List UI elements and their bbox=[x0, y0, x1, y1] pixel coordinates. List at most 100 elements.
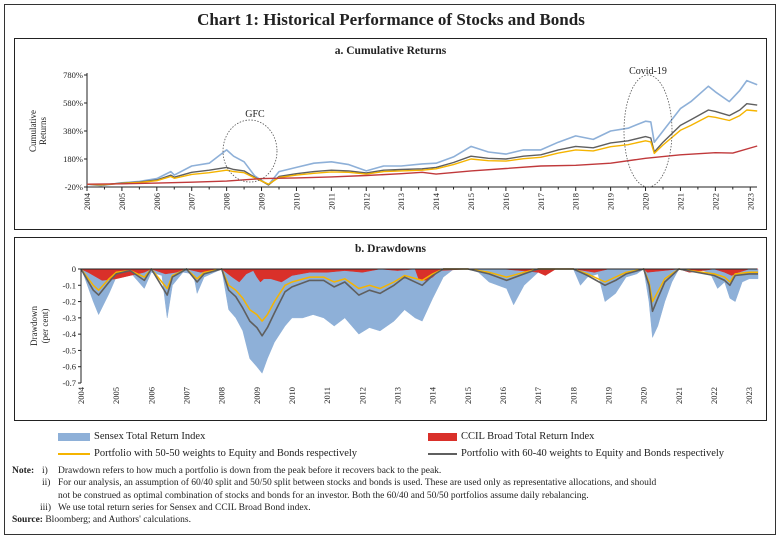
source-row: Source: Bloomberg; and Authors' calculat… bbox=[12, 514, 772, 526]
legend-item-sensex: Sensex Total Return Index bbox=[58, 431, 205, 442]
x-tick-label-b: 2019 bbox=[604, 387, 614, 404]
chart-frame bbox=[4, 4, 776, 535]
x-tick-label-b: 2014 bbox=[428, 386, 438, 404]
note-text: not be construed as optimal combination … bbox=[58, 490, 589, 501]
y-tick-label-b: -0.2 bbox=[63, 297, 76, 307]
note-row-1: Note: i) Drawdown refers to how much a p… bbox=[12, 465, 772, 477]
source-label: Source: bbox=[12, 515, 43, 526]
x-tick-label-b: 2022 bbox=[709, 387, 719, 404]
x-tick-label-a: 2006 bbox=[152, 193, 162, 210]
legend-swatch-p5050 bbox=[58, 452, 90, 455]
note-label: Note: bbox=[12, 466, 35, 476]
x-tick-label-b: 2004 bbox=[76, 386, 86, 404]
notes: Note: i) Drawdown refers to how much a p… bbox=[12, 465, 772, 526]
x-tick-label-a: 2018 bbox=[571, 193, 581, 210]
source-text: Bloomberg; and Authors' calculations. bbox=[45, 515, 191, 526]
x-tick-label-b: 2009 bbox=[252, 387, 262, 404]
note-text: For our analysis, an assumption of 60/40… bbox=[58, 478, 657, 489]
x-tick-label-a: 2013 bbox=[396, 193, 406, 210]
y-axis-label-a: Cumulative bbox=[28, 110, 38, 152]
x-tick-label-a: 2007 bbox=[187, 193, 197, 210]
chart-title: Chart 1: Historical Performance of Stock… bbox=[197, 10, 585, 29]
y-tick-label-b: -0.6 bbox=[63, 362, 76, 372]
note-num: ii) bbox=[42, 478, 51, 489]
x-tick-label-b: 2005 bbox=[111, 387, 121, 404]
x-tick-label-b: 2010 bbox=[287, 387, 297, 404]
x-tick-label-a: 2004 bbox=[82, 192, 92, 210]
x-tick-label-a: 2009 bbox=[257, 193, 267, 210]
legend-swatch-p6040 bbox=[428, 452, 457, 455]
y-axis-label-b: (per cent) bbox=[40, 309, 50, 344]
note-num: iii) bbox=[40, 502, 52, 513]
y-tick-label-a: -20% bbox=[65, 182, 83, 192]
x-tick-label-a: 2021 bbox=[675, 193, 685, 210]
y-tick-label-a: 580% bbox=[63, 98, 83, 108]
x-tick-label-a: 2008 bbox=[222, 193, 232, 210]
x-tick-label-a: 2020 bbox=[641, 193, 651, 210]
note-row-3: not be construed as optimal combination … bbox=[12, 490, 772, 502]
x-tick-label-b: 2018 bbox=[568, 387, 578, 404]
panel-a-title: a. Cumulative Returns bbox=[334, 45, 447, 57]
x-tick-label-a: 2017 bbox=[536, 193, 546, 210]
x-tick-label-a: 2012 bbox=[361, 193, 371, 210]
y-tick-label-a: 180% bbox=[63, 154, 83, 164]
y-tick-label-b: -0.1 bbox=[63, 280, 76, 290]
panel-b-title: b. Drawdowns bbox=[355, 243, 426, 255]
x-tick-label-a: 2010 bbox=[291, 193, 301, 210]
x-tick-label-a: 2011 bbox=[326, 193, 336, 210]
series-line-p5050 bbox=[86, 109, 758, 186]
x-tick-label-b: 2013 bbox=[393, 387, 403, 404]
panel-drawdowns: b. Drawdowns bbox=[14, 237, 767, 421]
legend-label-ccil: CCIL Broad Total Return Index bbox=[461, 431, 595, 442]
note-row-4: iii) We use total return series for Sens… bbox=[12, 502, 772, 514]
x-tick-label-a: 2019 bbox=[606, 193, 616, 210]
x-tick-label-a: 2015 bbox=[466, 193, 476, 210]
y-axis-label-b: Drawdown bbox=[29, 306, 39, 346]
note-row-2: ii) For our analysis, an assumption of 6… bbox=[12, 477, 772, 489]
legend-label-p5050: Portfolio with 50-50 weights to Equity a… bbox=[94, 448, 358, 459]
y-tick-label-a: 780% bbox=[63, 70, 83, 80]
y-tick-label-b: -0.4 bbox=[63, 329, 77, 339]
x-tick-label-b: 2016 bbox=[498, 387, 508, 404]
legend-item-p5050: Portfolio with 50-50 weights to Equity a… bbox=[58, 448, 357, 459]
x-tick-label-b: 2015 bbox=[463, 387, 473, 404]
x-tick-label-a: 2023 bbox=[745, 193, 755, 210]
x-tick-label-a: 2014 bbox=[431, 192, 441, 210]
x-tick-label-b: 2021 bbox=[674, 387, 684, 404]
y-tick-label-b: -0.3 bbox=[63, 313, 76, 323]
series-line-ccil bbox=[86, 145, 758, 185]
x-tick-label-b: 2023 bbox=[744, 387, 754, 404]
y-tick-label-b: -0.7 bbox=[63, 378, 76, 388]
y-tick-label-b: 0 bbox=[72, 264, 76, 274]
series-line-p6040 bbox=[86, 103, 758, 186]
annotation-covid-label: Covid-19 bbox=[629, 66, 667, 77]
legend-swatch-ccil bbox=[428, 432, 457, 441]
annotation-covid-ellipse bbox=[623, 74, 673, 188]
x-tick-label-b: 2008 bbox=[217, 387, 227, 404]
y-axis-label-a: Returns bbox=[38, 117, 48, 145]
x-tick-label-b: 2006 bbox=[146, 387, 156, 404]
x-tick-label-b: 2017 bbox=[533, 387, 543, 404]
x-tick-label-b: 2007 bbox=[182, 387, 192, 404]
legend-item-ccil: CCIL Broad Total Return Index bbox=[428, 431, 594, 442]
legend-label-sensex: Sensex Total Return Index bbox=[94, 431, 206, 442]
x-tick-label-b: 2012 bbox=[357, 387, 367, 404]
series-area-sensex bbox=[80, 268, 759, 374]
note-num: i) bbox=[42, 466, 48, 476]
legend-item-p6040: Portfolio with 60-40 weights to Equity a… bbox=[428, 448, 724, 459]
x-tick-label-b: 2011 bbox=[322, 387, 332, 404]
legend-label-p6040: Portfolio with 60-40 weights to Equity a… bbox=[461, 448, 725, 459]
x-tick-label-b: 2020 bbox=[639, 387, 649, 404]
legend-swatch-sensex bbox=[58, 432, 90, 441]
y-tick-label-a: 380% bbox=[63, 126, 83, 136]
note-text: We use total return series for Sensex an… bbox=[58, 502, 311, 513]
note-text: Drawdown refers to how much a portfolio … bbox=[58, 466, 442, 476]
series-line-p6040 bbox=[80, 268, 758, 337]
annotation-gfc-ellipse bbox=[222, 119, 278, 183]
x-tick-label-a: 2016 bbox=[501, 193, 511, 210]
panel-cumulative-returns: a. Cumulative Returns bbox=[14, 38, 767, 230]
annotation-gfc-label: GFC bbox=[245, 109, 265, 120]
series-line-sensex bbox=[86, 79, 758, 187]
x-tick-label-a: 2022 bbox=[710, 193, 720, 210]
